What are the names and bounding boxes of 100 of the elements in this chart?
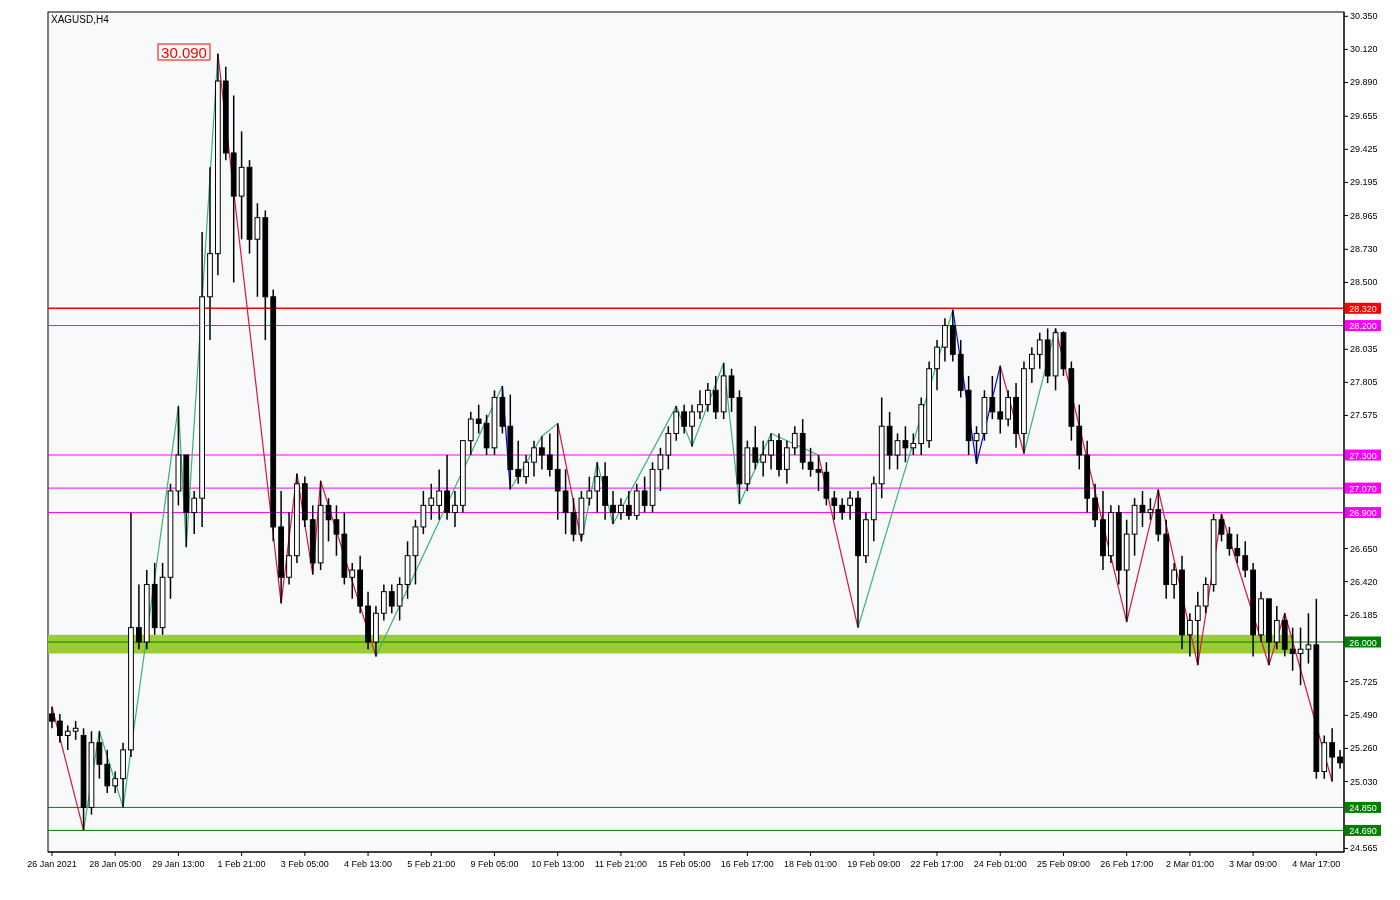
- candlestick: [112, 770, 119, 794]
- candlestick: [420, 490, 427, 535]
- x-tick-label: 16 Feb 17:00: [720, 859, 774, 869]
- x-tick-label: 4 Mar 17:00: [1292, 859, 1341, 869]
- candlestick: [554, 422, 561, 521]
- candlestick: [784, 439, 790, 485]
- candlestick: [910, 432, 917, 456]
- candlestick: [467, 411, 474, 456]
- x-tick-label: 2 Mar 01:00: [1165, 859, 1214, 869]
- line-series: [580, 362, 820, 542]
- candlestick: [72, 720, 79, 741]
- candlestick: [831, 490, 838, 521]
- candlestick: [760, 439, 767, 478]
- y-tick-label: 25.490: [1350, 710, 1378, 721]
- x-tick-label: 11 Feb 21:00: [594, 859, 648, 869]
- x-tick-label: 9 Feb 05:00: [470, 859, 519, 869]
- x-tick-label: 3 Feb 05:00: [280, 859, 329, 869]
- candlestick: [349, 562, 356, 600]
- candlestick: [1036, 332, 1043, 370]
- y-tick-label: 26.650: [1350, 543, 1378, 554]
- x-tick-label: 3 Mar 09:00: [1229, 859, 1278, 869]
- candlestick: [380, 583, 387, 622]
- candlestick: [1028, 346, 1035, 384]
- candlestick: [704, 382, 711, 413]
- ref-line-label: 27.300: [1349, 450, 1377, 461]
- x-tick-label: 18 Feb 01:00: [784, 859, 838, 869]
- candlestick: [997, 365, 1004, 435]
- y-tick-label: 29.655: [1350, 111, 1378, 122]
- y-tick-label: 29.195: [1350, 177, 1378, 188]
- x-tick-label: 10 Feb 13:00: [531, 859, 585, 869]
- y-tick-label: 25.260: [1350, 743, 1378, 754]
- candlestick: [56, 713, 63, 744]
- x-tick-label: 1 Feb 21:00: [217, 859, 266, 869]
- candlestick: [1242, 540, 1249, 579]
- candlestick: [586, 475, 593, 507]
- candlestick: [665, 425, 672, 471]
- y-tick-label: 27.575: [1350, 410, 1378, 421]
- x-tick-label: 28 Jan 05:00: [89, 859, 142, 869]
- y-tick-label: 28.500: [1350, 277, 1378, 288]
- y-tick-label: 30.350: [1350, 11, 1378, 22]
- y-tick-label: 28.730: [1350, 244, 1378, 255]
- x-tick-label: 24 Feb 01:00: [973, 859, 1027, 869]
- candlestick: [712, 375, 719, 420]
- y-tick-label: 26.420: [1350, 576, 1378, 587]
- y-tick-label: 28.965: [1350, 210, 1378, 221]
- candlestick: [1194, 590, 1201, 666]
- x-tick-label: 22 Feb 17:00: [910, 859, 964, 869]
- ref-line-label: 26.000: [1349, 637, 1377, 648]
- candlestick: [681, 403, 688, 435]
- candlestick: [1187, 612, 1193, 658]
- y-tick-label: 29.425: [1350, 144, 1378, 155]
- y-tick-label: 30.120: [1350, 44, 1378, 55]
- candlestick: [436, 468, 443, 521]
- candlestick: [791, 425, 798, 456]
- ref-line-label: 26.900: [1349, 508, 1377, 519]
- x-tick-label: 5 Feb 21:00: [407, 859, 456, 869]
- x-tick-label: 26 Feb 17:00: [1100, 859, 1154, 869]
- candlestick: [942, 317, 948, 363]
- candlestick: [1171, 562, 1177, 600]
- y-tick-label: 26.185: [1350, 610, 1378, 621]
- x-tick-label: 4 Feb 13:00: [344, 859, 393, 869]
- candlestick: [594, 461, 601, 514]
- candlestick: [618, 497, 624, 521]
- candlestick: [847, 490, 853, 521]
- candlestick: [64, 724, 71, 751]
- y-tick-label: 24.565: [1350, 843, 1378, 854]
- x-tick-label: 19 Feb 09:00: [847, 859, 901, 869]
- candlestick: [839, 497, 846, 521]
- ref-line-label: 27.070: [1349, 483, 1377, 494]
- candlestick: [1005, 389, 1012, 427]
- annotation: 30.090: [161, 44, 207, 61]
- candlestick: [104, 749, 111, 794]
- candlestick: [989, 375, 996, 420]
- y-tick-label: 29.890: [1350, 77, 1378, 88]
- candlestick: [531, 439, 537, 478]
- candlestick: [539, 435, 545, 471]
- candlestick: [546, 432, 553, 478]
- candlestick: [610, 490, 616, 525]
- candlestick: [452, 490, 458, 528]
- candlestick: [673, 405, 680, 442]
- candlestick: [1092, 483, 1098, 528]
- ref-line-label: 28.320: [1349, 303, 1377, 314]
- candlestick: [625, 490, 632, 521]
- candlestick: [752, 425, 759, 471]
- candlestick: [444, 454, 450, 521]
- candlestick: [1329, 727, 1336, 783]
- candlestick: [286, 511, 292, 586]
- candlestick: [689, 403, 695, 448]
- ref-line-label: 24.690: [1349, 825, 1377, 836]
- chart-title: XAGUSD,H4: [51, 14, 110, 25]
- x-tick-label: 26 Jan 2021: [27, 859, 77, 869]
- y-tick-label: 25.030: [1350, 776, 1378, 787]
- candlestick: [1289, 626, 1296, 672]
- candlestick: [96, 730, 103, 780]
- y-tick-label: 28.035: [1350, 344, 1378, 355]
- candlestick: [191, 490, 198, 535]
- candlestick: [768, 432, 774, 471]
- candlestick: [428, 483, 435, 521]
- candlestick: [641, 475, 648, 514]
- candlestick: [523, 454, 529, 485]
